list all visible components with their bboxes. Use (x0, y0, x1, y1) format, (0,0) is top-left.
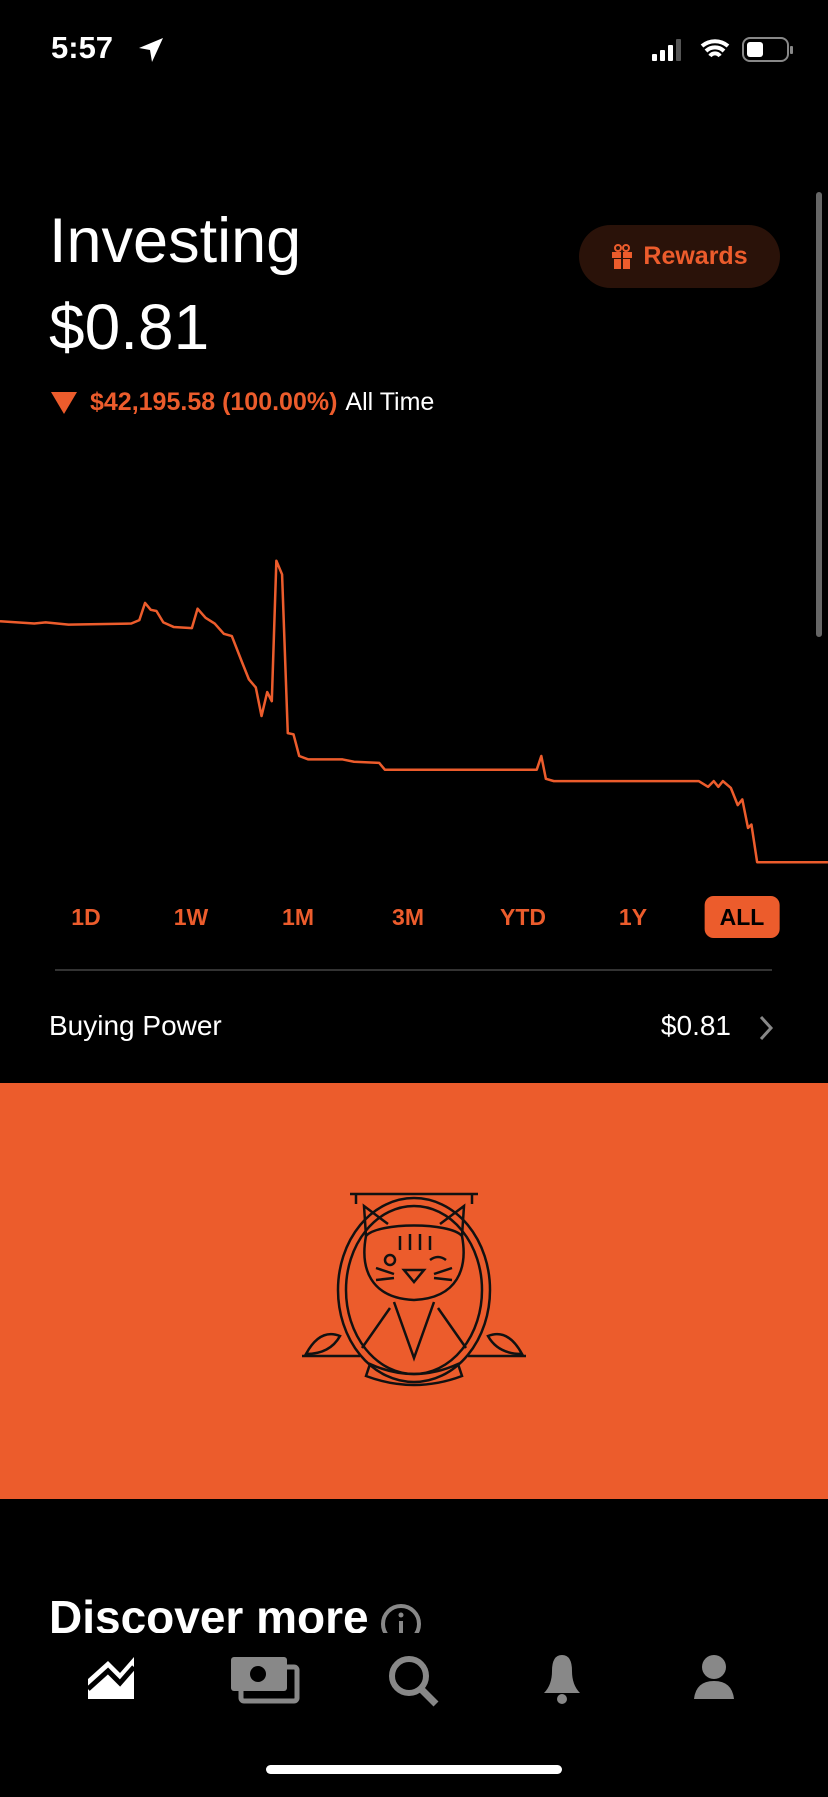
portfolio-chart (0, 559, 828, 864)
portfolio-line (0, 559, 828, 864)
status-icons (652, 37, 793, 62)
tab-icons (86, 1655, 734, 1774)
range-button[interactable]: 1W (173, 904, 209, 930)
divider (55, 969, 772, 971)
promo-banner (0, 1083, 828, 1499)
location-icon (139, 38, 163, 62)
range-selector: 1D 1W 1M 3M YTD 1Y ALL (0, 896, 828, 938)
chevron (759, 1015, 774, 1041)
page-title: Investing (49, 206, 302, 276)
home-indicator (266, 1765, 562, 1774)
rewards-label: Rewards (643, 242, 748, 270)
range-button[interactable]: ALL (704, 896, 780, 938)
range-button[interactable]: 1M (282, 904, 314, 930)
down-triangle (51, 391, 77, 414)
tab-bar (0, 1633, 828, 1792)
change-period: All Time (345, 388, 435, 416)
range-button[interactable]: 1D (71, 904, 101, 930)
tab-investing[interactable] (86, 1657, 136, 1699)
rewards-button[interactable]: Rewards (579, 225, 780, 288)
tab-search[interactable] (389, 1656, 439, 1707)
buying-power-label[interactable]: Buying Power (49, 1010, 222, 1041)
scrollbar (816, 192, 822, 637)
tab-cash[interactable] (231, 1657, 300, 1704)
change-amount: $42,195.58 (100.00%) (90, 388, 338, 416)
status-time: 5:57 (51, 30, 114, 65)
range-button[interactable]: 3M (392, 904, 424, 930)
cat-emblem (302, 1192, 526, 1387)
gift-icon (612, 243, 633, 269)
balance: $0.81 (49, 291, 210, 363)
tab-account[interactable] (694, 1655, 734, 1699)
tab-notifications[interactable] (544, 1655, 580, 1704)
range-button[interactable]: YTD (500, 904, 546, 930)
range-button[interactable]: 1Y (618, 904, 648, 930)
buying-power-value[interactable]: $0.81 (660, 1010, 731, 1041)
change-row: $42,195.58 (100.00%) All Time (51, 388, 434, 417)
